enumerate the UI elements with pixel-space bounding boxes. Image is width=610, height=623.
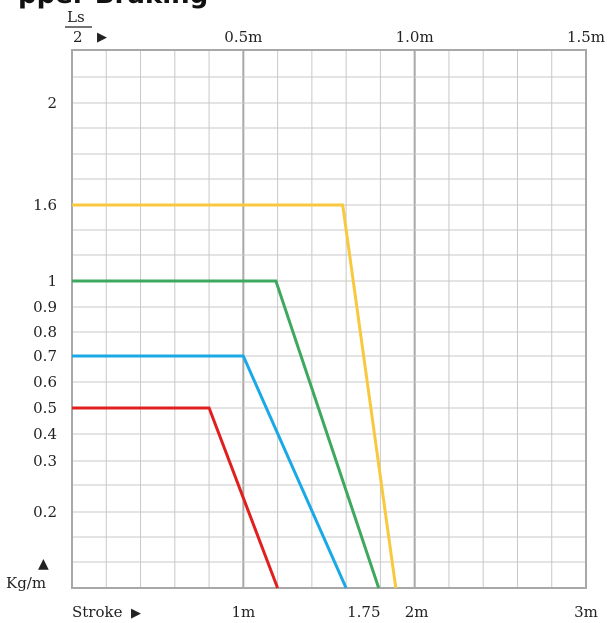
- x-axis-label: Stroke: [72, 603, 123, 621]
- y-axis-tick-label: 1.6: [33, 196, 57, 214]
- x-axis-ticks: 1m 1.75 2m 3m: [231, 603, 597, 621]
- y-axis-tick-label: 0.5: [33, 399, 57, 417]
- x-axis-tick-label: 1m: [231, 603, 255, 621]
- x-axis-tick-label: 3m: [574, 603, 598, 621]
- y-axis-arrow-icon: ▲: [38, 556, 49, 572]
- y-axis-tick-label: 0.8: [33, 323, 57, 341]
- y-axis-tick-label: 0.7: [33, 347, 57, 365]
- series-line-3: [72, 354, 348, 589]
- series-line-2: [72, 279, 381, 589]
- top-axis-label-numerator: Ls: [67, 8, 85, 26]
- y-axis-tick-label: 0.4: [33, 425, 57, 443]
- y-axis-tick-label: 0.9: [33, 298, 57, 316]
- y-axis-tick-label: 0.2: [33, 503, 57, 521]
- y-axis-label: Kg/m: [6, 574, 46, 592]
- top-axis-tick-label: 1.5m: [567, 28, 605, 46]
- series-lines: [72, 203, 398, 589]
- top-axis-label-denominator: 2: [73, 28, 83, 46]
- series-line-4: [72, 406, 280, 589]
- grid: [72, 50, 586, 588]
- top-axis-arrow-icon: ▶: [97, 30, 107, 45]
- chart-title: pper Braking: [18, 0, 208, 10]
- x-axis-arrow-icon: ▶: [131, 606, 141, 621]
- top-axis-tick-label: 0.5m: [224, 28, 262, 46]
- top-axis-tick-label: 1.0m: [396, 28, 434, 46]
- y-axis-tick-label: 2: [47, 94, 57, 112]
- y-axis-tick-label: 0.3: [33, 452, 57, 470]
- series-line-1: [72, 203, 398, 589]
- top-axis-ticks: 0.5m 1.0m 1.5m: [224, 28, 605, 46]
- x-axis-tick-label: 2m: [405, 603, 429, 621]
- y-axis-ticks: 2 1.6 1 0.9 0.8 0.7 0.6 0.5 0.4 0.3 0.2: [33, 94, 57, 521]
- y-axis-tick-label: 1: [47, 272, 57, 290]
- plot-frame: [71, 49, 587, 589]
- y-axis-tick-label: 0.6: [33, 373, 57, 391]
- x-axis-tick-label: 1.75: [347, 603, 380, 621]
